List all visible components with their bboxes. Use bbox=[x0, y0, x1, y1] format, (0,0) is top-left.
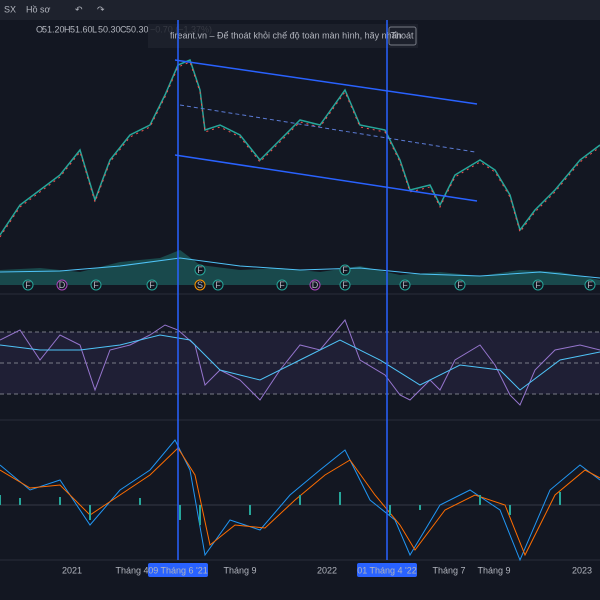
event-label: F bbox=[457, 280, 463, 290]
event-label: S bbox=[197, 280, 203, 290]
x-tick-label: 2022 bbox=[317, 565, 337, 575]
x-axis: 2021 Tháng 4 09 Tháng 6 '21 Tháng 9 2022 01 T… bbox=[62, 563, 592, 577]
event-label: D bbox=[312, 280, 319, 290]
exit-button[interactable]: Thoát bbox=[390, 30, 414, 40]
x-tick-label: Tháng 7 bbox=[432, 565, 465, 575]
price-line bbox=[0, 58, 600, 236]
x-tick-label: 2023 bbox=[572, 565, 592, 575]
banner-text: fireant.vn – Để thoát khỏi chế độ toàn m… bbox=[170, 30, 402, 40]
symbol[interactable]: SX bbox=[4, 4, 16, 14]
ohlc-label: O bbox=[36, 24, 43, 34]
rsi-ma bbox=[0, 334, 600, 391]
event-badge[interactable] bbox=[146, 279, 158, 291]
ohlc-label: H bbox=[64, 24, 71, 34]
event-badge[interactable] bbox=[399, 279, 411, 291]
event-label: D bbox=[59, 280, 66, 290]
event-badge[interactable] bbox=[454, 279, 466, 291]
ohlc-value: 50.30 bbox=[98, 24, 121, 34]
volume-ma bbox=[0, 257, 600, 279]
banner bbox=[148, 24, 418, 48]
undo[interactable]: ↶ bbox=[75, 4, 83, 14]
event-label: F bbox=[197, 265, 203, 275]
x-tick-label: 09 Tháng 6 '21 bbox=[148, 565, 208, 575]
x-tick-label: Tháng 4 bbox=[115, 565, 148, 575]
event-badge[interactable] bbox=[339, 279, 351, 291]
event-label: F bbox=[93, 280, 99, 290]
event-label: F bbox=[402, 280, 408, 290]
event-badge[interactable] bbox=[276, 279, 288, 291]
event-label: F bbox=[342, 265, 348, 275]
redo[interactable]: ↷ bbox=[97, 4, 105, 14]
rsi-line bbox=[0, 319, 600, 406]
macd-histogram bbox=[0, 492, 561, 525]
x-label-highlight bbox=[148, 563, 208, 577]
event-label: F bbox=[25, 280, 31, 290]
event-badge[interactable] bbox=[22, 279, 34, 291]
event-label: F bbox=[342, 280, 348, 290]
event-label: F bbox=[149, 280, 155, 290]
macd-line bbox=[0, 439, 600, 562]
toolbar bbox=[0, 0, 600, 20]
ohlc-value: 51.60 bbox=[70, 24, 93, 34]
x-label-highlight bbox=[357, 563, 417, 577]
rsi-band bbox=[0, 332, 600, 394]
price-candles bbox=[0, 61, 600, 238]
x-tick-label: Tháng 9 bbox=[223, 565, 256, 575]
ohlc-label: C bbox=[120, 24, 127, 34]
channel-upper[interactable] bbox=[174, 59, 478, 105]
event-badge[interactable] bbox=[194, 264, 206, 276]
exit-button-frame[interactable] bbox=[388, 26, 417, 46]
channel-lower[interactable] bbox=[174, 154, 478, 202]
event-badge[interactable] bbox=[212, 279, 224, 291]
event-badge[interactable] bbox=[532, 279, 544, 291]
signal-line bbox=[0, 447, 600, 557]
event-badge[interactable] bbox=[194, 279, 206, 291]
event-label: F bbox=[215, 280, 221, 290]
event-badge[interactable] bbox=[309, 279, 321, 291]
event-badge[interactable] bbox=[339, 264, 351, 276]
event-badge[interactable] bbox=[90, 279, 102, 291]
channel-mid bbox=[179, 104, 476, 153]
x-tick-label: Tháng 9 bbox=[477, 565, 510, 575]
event-badges: F D F FFS F F DFF F F F F bbox=[22, 264, 596, 291]
event-badge[interactable] bbox=[56, 279, 68, 291]
event-label: F bbox=[587, 280, 593, 290]
ohlc-label: L bbox=[92, 24, 97, 34]
ohlc-value: 50.30 bbox=[126, 24, 149, 34]
event-label: F bbox=[535, 280, 541, 290]
ohlc-value: 51.20 bbox=[42, 24, 65, 34]
x-tick-label: 2021 bbox=[62, 565, 82, 575]
x-tick-label: 01 Tháng 4 '22 bbox=[357, 565, 417, 575]
volume bbox=[0, 250, 600, 285]
profile-menu[interactable]: Hồ sơ bbox=[26, 4, 51, 14]
event-label: F bbox=[279, 280, 285, 290]
event-badge[interactable] bbox=[584, 279, 596, 291]
